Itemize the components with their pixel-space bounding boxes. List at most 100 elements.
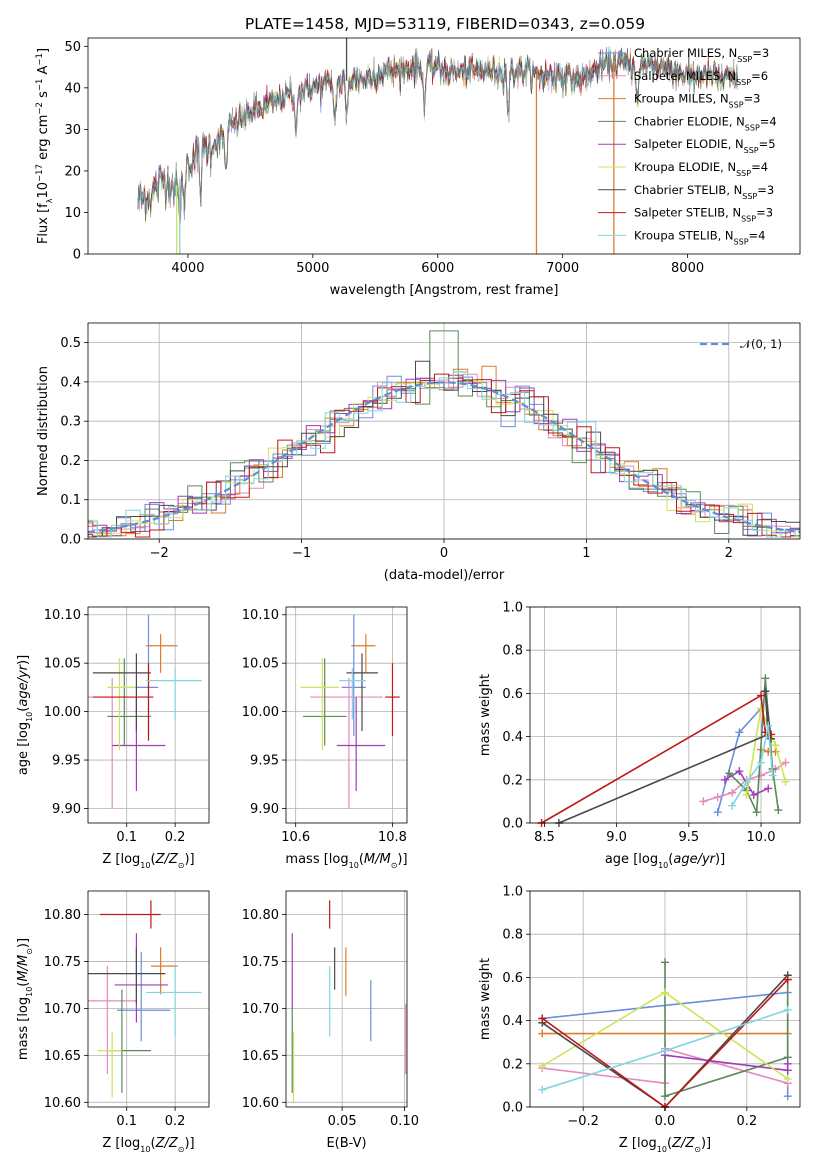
x-tick-label: 0.1 [116, 830, 137, 845]
y-tick-label: 10.65 [44, 1049, 81, 1064]
y-tick-label: 0.6 [502, 971, 523, 986]
series-marker [742, 790, 751, 799]
errorbar-chabrier-stelib [346, 653, 378, 731]
series-marker [783, 1092, 792, 1101]
y-tick-label: 0.8 [502, 644, 523, 659]
x-tick-label: 5000 [296, 261, 329, 276]
series-marker [783, 1074, 792, 1083]
x-tick-label: 9.0 [606, 830, 627, 845]
histogram-chabrier-stelib [88, 360, 800, 538]
series-marker [757, 758, 766, 767]
axes-frame [87, 322, 801, 540]
legend-entry-chabrier-stelib: Chabrier STELIB, NSSP=3 [634, 183, 774, 201]
series-marker [699, 797, 708, 806]
panel-weight-vs-Z: −0.2 0.0 0.2 0.0 0.2 0.4 0.6 0.8 1.0 mass weight Z… [478, 885, 801, 1154]
series-kroupa-elodie [538, 988, 792, 1083]
y-tick-label: 10.80 [242, 908, 279, 923]
x-tick-label: 4000 [171, 261, 204, 276]
plot-area [291, 900, 407, 1103]
y-tick-label: 0.1 [60, 493, 81, 508]
y-tick-label: 1.0 [502, 885, 523, 900]
y-tick-label: 0 [73, 248, 81, 263]
series-marker [768, 771, 777, 780]
errorbar-kroupa-stelib [339, 668, 366, 720]
axes-frame [285, 606, 408, 824]
y-tick-label: 40 [64, 81, 81, 96]
plot-area [88, 900, 202, 1098]
x-tick-label: 10.8 [378, 830, 407, 845]
series-marker [725, 769, 734, 778]
axes-frame [285, 890, 408, 1108]
axes-frame [529, 890, 801, 1108]
histogram-salpeter-stelib [88, 373, 800, 538]
panel-age-vs-mass: 10.6 10.8 9.90 9.95 10.00 10.05 10.10 mass [log… [242, 606, 408, 870]
legend-entry-chabrier-elodie: Chabrier ELODIE, NSSP=4 [634, 114, 777, 131]
x-tick-label: 7000 [546, 261, 579, 276]
normal-curve [88, 381, 800, 534]
series-marker [713, 808, 722, 817]
series-kroupa-stelib [728, 721, 777, 810]
x-tick-label: 0.05 [328, 1114, 357, 1129]
x-tick-label: 1 [582, 546, 590, 561]
histogram-kroupa-stelib [88, 371, 800, 538]
y-axis-label: age [log10(age/yr)] [16, 655, 34, 775]
series-salpeter-elodie [661, 1051, 792, 1075]
x-tick-label: 6000 [421, 261, 454, 276]
series-marker [771, 741, 780, 750]
series-marker [538, 1014, 547, 1023]
errorbar-chabrier-elodie [302, 658, 347, 746]
y-tick-label: 10.05 [242, 657, 279, 672]
legend-entry-kroupa-stelib: Kroupa STELIB, NSSP=4 [634, 228, 765, 246]
plot-area [538, 958, 792, 1111]
x-tick-label: 2 [725, 546, 733, 561]
x-axis-label: E(B-V) [326, 1136, 366, 1151]
x-tick-label: 0.2 [165, 830, 186, 845]
panel-residuals: −2 −1 0 1 2 0.0 0.1 0.2 0.3 0.4 0.5 (data-model)/er… [36, 322, 801, 583]
y-tick-label: 0.0 [60, 533, 81, 548]
series-marker [720, 775, 729, 784]
plot-area [88, 330, 800, 538]
legend-entry-salpeter-miles: Salpeter MILES, NSSP=6 [634, 69, 768, 87]
series-marker [757, 704, 766, 713]
x-tick-label: 8000 [671, 261, 704, 276]
errorbar-salpeter-elodie [336, 697, 386, 792]
histogram-chabrier-elodie [88, 330, 800, 538]
legend: 𝒩(0, 1) [700, 337, 782, 351]
legend: Chabrier MILES, NSSP=3 Salpeter MILES, NS… [598, 46, 777, 246]
x-tick-label: 9.5 [678, 830, 699, 845]
plot-area [137, 38, 738, 254]
series-marker [713, 793, 722, 802]
histogram-group [88, 330, 800, 538]
x-tick-label: 0.10 [390, 1114, 419, 1129]
y-tick-label: 10.75 [44, 955, 81, 970]
y-tick-label: 10.10 [44, 608, 81, 623]
y-tick-label: 0.2 [502, 773, 523, 788]
errorbar-chabrier-stelib [92, 653, 151, 731]
y-tick-label: 9.95 [250, 754, 279, 769]
y-tick-label: 0.5 [60, 336, 81, 351]
y-tick-label: 10.00 [242, 705, 279, 720]
errorbar-kroupa-miles [146, 634, 178, 673]
plot-area [88, 614, 202, 809]
series-marker [728, 788, 737, 797]
legend-entry-salpeter-elodie: Salpeter ELODIE, NSSP=5 [634, 137, 776, 155]
x-tick-label: 0.1 [116, 1114, 137, 1129]
errorbar-salpeter-stelib [92, 663, 154, 741]
y-tick-label: 0.6 [502, 687, 523, 702]
series-salpeter-stelib [537, 691, 776, 827]
x-axis-label: Z [log10(Z/Z⊙)] [102, 1136, 194, 1154]
x-tick-label: −1 [292, 546, 311, 561]
errorbar-chabrier-miles [131, 614, 159, 736]
x-tick-label: 10.6 [281, 830, 310, 845]
legend-entry-chabrier-miles: Chabrier MILES, NSSP=3 [634, 46, 769, 64]
y-tick-label: 0.2 [60, 454, 81, 469]
figure-title: PLATE=1458, MJD=53119, FIBERID=0343, z=0… [245, 15, 645, 33]
y-tick-label: 10.65 [242, 1049, 279, 1064]
y-tick-label: 10.70 [44, 1002, 81, 1017]
errorbar-salpeter-miles [310, 677, 383, 809]
panel-spectrum: 4000 5000 6000 7000 8000 0 10 20 30 40 50 wavelengt… [35, 37, 801, 298]
y-tick-label: 9.90 [250, 802, 279, 817]
errorbar-chabrier-elodie [107, 658, 151, 746]
legend-entry-salpeter-stelib: Salpeter STELIB, NSSP=3 [634, 206, 773, 224]
y-tick-label: 1.0 [502, 601, 523, 616]
